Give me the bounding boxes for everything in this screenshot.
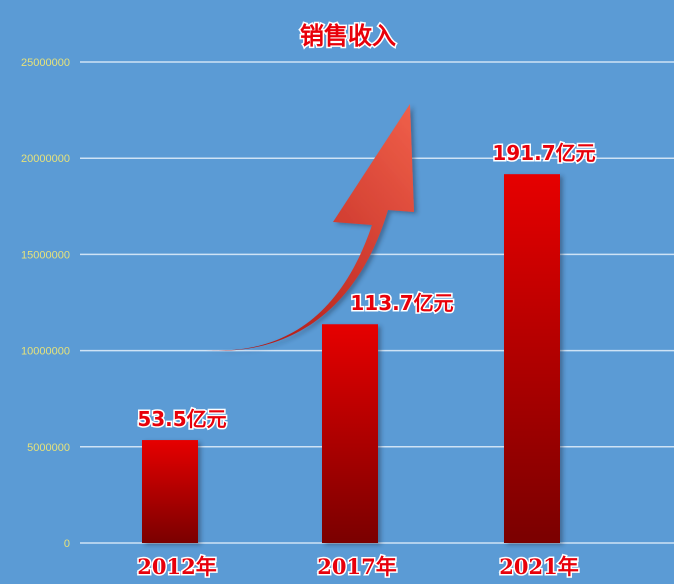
data-label: 113.7亿元 [350,291,453,315]
data-label: 191.7亿元 [492,141,595,165]
trend-arrow-icon [205,104,414,351]
bar [142,440,198,543]
y-tick-label: 0 [64,538,70,550]
y-tick-label: 25000000 [21,57,70,69]
x-tick-label: 2012年 [137,554,216,579]
y-tick-label: 20000000 [21,153,70,165]
y-tick-label: 5000000 [27,442,70,454]
x-tick-label: 2021年 [499,554,578,579]
y-tick-label: 10000000 [21,346,70,358]
bar [322,324,378,543]
data-label: 53.5亿元 [137,407,226,431]
x-tick-label: 2017年 [317,554,396,579]
chart-title: 销售收入 [300,22,396,50]
y-tick-label: 15000000 [21,249,70,261]
bar [504,174,560,544]
